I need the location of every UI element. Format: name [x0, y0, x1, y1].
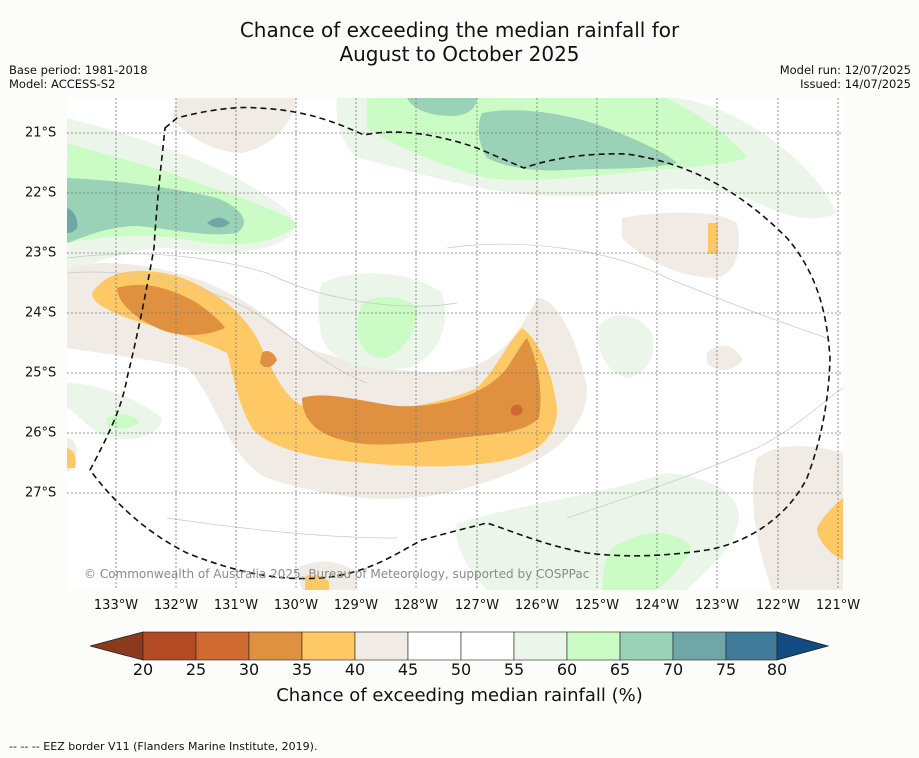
title-line-2: August to October 2025	[339, 42, 580, 66]
darkteal-regions	[67, 208, 230, 233]
lat-label-21s: 21°S	[25, 125, 57, 141]
lon-label-128w: 128°W	[393, 598, 439, 613]
colorbar-tick-25: 25	[185, 660, 207, 679]
copyright-watermark: © Commonwealth of Australia 2025, Bureau…	[84, 567, 589, 581]
lon-label-129w: 129°W	[333, 598, 379, 613]
base-period: Base period: 1981-2018	[9, 63, 148, 77]
colorbar-tick-75: 75	[715, 660, 737, 679]
forecast-map: © Commonwealth of Australia 2025, Bureau…	[67, 98, 843, 590]
issued-date: Issued: 14/07/2025	[800, 77, 911, 91]
lon-label-122w: 122°W	[755, 598, 801, 613]
colorbar-arrow-high	[776, 631, 830, 661]
colorbar-tick-40: 40	[344, 660, 366, 679]
eez-border	[89, 106, 831, 580]
model-run: Model run: 12/07/2025	[779, 63, 911, 77]
lon-label-130w: 130°W	[273, 598, 319, 613]
lon-label-127w: 127°W	[454, 598, 500, 613]
colorbar-label: Chance of exceeding median rainfall (%)	[276, 685, 643, 706]
colorbar-tick-20: 20	[132, 660, 154, 679]
yellow-region-southeast	[817, 498, 843, 560]
lon-label-124w: 124°W	[634, 598, 680, 613]
contour-line-5	[166, 517, 398, 539]
colorbar-tick-65: 65	[609, 660, 631, 679]
lon-label-131w: 131°W	[213, 598, 259, 613]
lat-label-25s: 25°S	[25, 365, 57, 381]
contour-line-1	[67, 271, 368, 384]
contour-line-3	[446, 243, 828, 339]
teal-region-north-a	[407, 98, 477, 116]
colorbar-tick-50: 50	[450, 660, 472, 679]
teal-regions	[67, 98, 677, 243]
colorbar-bin-50-55	[460, 631, 515, 661]
colorbar-tick-80: 80	[766, 660, 788, 679]
colorbar-tick-60: 60	[556, 660, 578, 679]
lat-label-23s: 23°S	[25, 245, 57, 261]
colorbar-bin-65-70	[619, 631, 674, 661]
graticule	[67, 98, 843, 590]
colorbar-bin-60-65	[566, 631, 621, 661]
lat-label-24s: 24°S	[25, 305, 57, 321]
colorbar-bin-35-40	[301, 631, 356, 661]
colorbar	[90, 631, 830, 661]
lon-label-121w: 121°W	[815, 598, 861, 613]
yellow-region-west-edge	[67, 448, 76, 468]
lat-label-27s: 27°S	[25, 485, 57, 501]
colorbar-tick-45: 45	[397, 660, 419, 679]
colorbar-tick-35: 35	[291, 660, 313, 679]
colorbar-tick-30: 30	[238, 660, 260, 679]
colorbar-bin-45-50	[407, 631, 462, 661]
eez-border-footnote: -- -- -- EEZ border V11 (Flanders Marine…	[9, 740, 318, 753]
colorbar-bin-75-80	[725, 631, 778, 661]
colorbar-bin-25-30	[195, 631, 250, 661]
contour-lines	[67, 243, 843, 539]
lon-label-123w: 123°W	[694, 598, 740, 613]
teal-region-north-b	[478, 110, 677, 171]
teal-region-west	[67, 178, 245, 243]
colorbar-bin-20-25	[142, 631, 197, 661]
beige-region-east-small	[707, 345, 743, 371]
orange-region-central	[302, 338, 541, 445]
map-title: Chance of exceeding the median rainfall …	[0, 18, 919, 66]
lon-label-126w: 126°W	[514, 598, 560, 613]
lon-label-125w: 125°W	[574, 598, 620, 613]
colorbar-bin-55-60	[513, 631, 568, 661]
lon-label-133w: 133°W	[93, 598, 139, 613]
green-region-south	[602, 533, 692, 590]
green-region-southwest	[107, 414, 139, 429]
meta-right: Model run: 12/07/2025 Issued: 14/07/2025	[780, 63, 911, 91]
colorbar-bin-40-45	[354, 631, 409, 661]
lat-label-22s: 22°S	[25, 185, 57, 201]
colorbar-bin-30-35	[248, 631, 303, 661]
colorbar-arrow-low	[90, 631, 144, 661]
lat-label-26s: 26°S	[25, 425, 57, 441]
green-region-center	[356, 296, 418, 359]
beige-region-southeast	[752, 446, 843, 590]
darkteal-region-west	[67, 208, 78, 233]
orange-region-small	[260, 350, 277, 368]
lon-label-132w: 132°W	[153, 598, 199, 613]
colorbar-tick-70: 70	[662, 660, 684, 679]
darkorange-regions	[511, 404, 523, 416]
contour-line-2	[67, 253, 458, 307]
yellow-region-east-small	[708, 223, 718, 254]
colorbar-tick-55: 55	[503, 660, 525, 679]
lightgreen-region-east	[597, 315, 654, 378]
darkorange-region-small	[511, 404, 523, 416]
title-line-1: Chance of exceeding the median rainfall …	[239, 18, 680, 42]
model-name: Model: ACCESS-S2	[9, 77, 116, 91]
darkteal-region-west-small	[207, 217, 230, 228]
contour-line-4	[566, 387, 843, 519]
lightgreen-region-southwest	[67, 383, 162, 440]
meta-left: Base period: 1981-2018 Model: ACCESS-S2	[9, 63, 148, 91]
colorbar-bin-70-75	[672, 631, 727, 661]
